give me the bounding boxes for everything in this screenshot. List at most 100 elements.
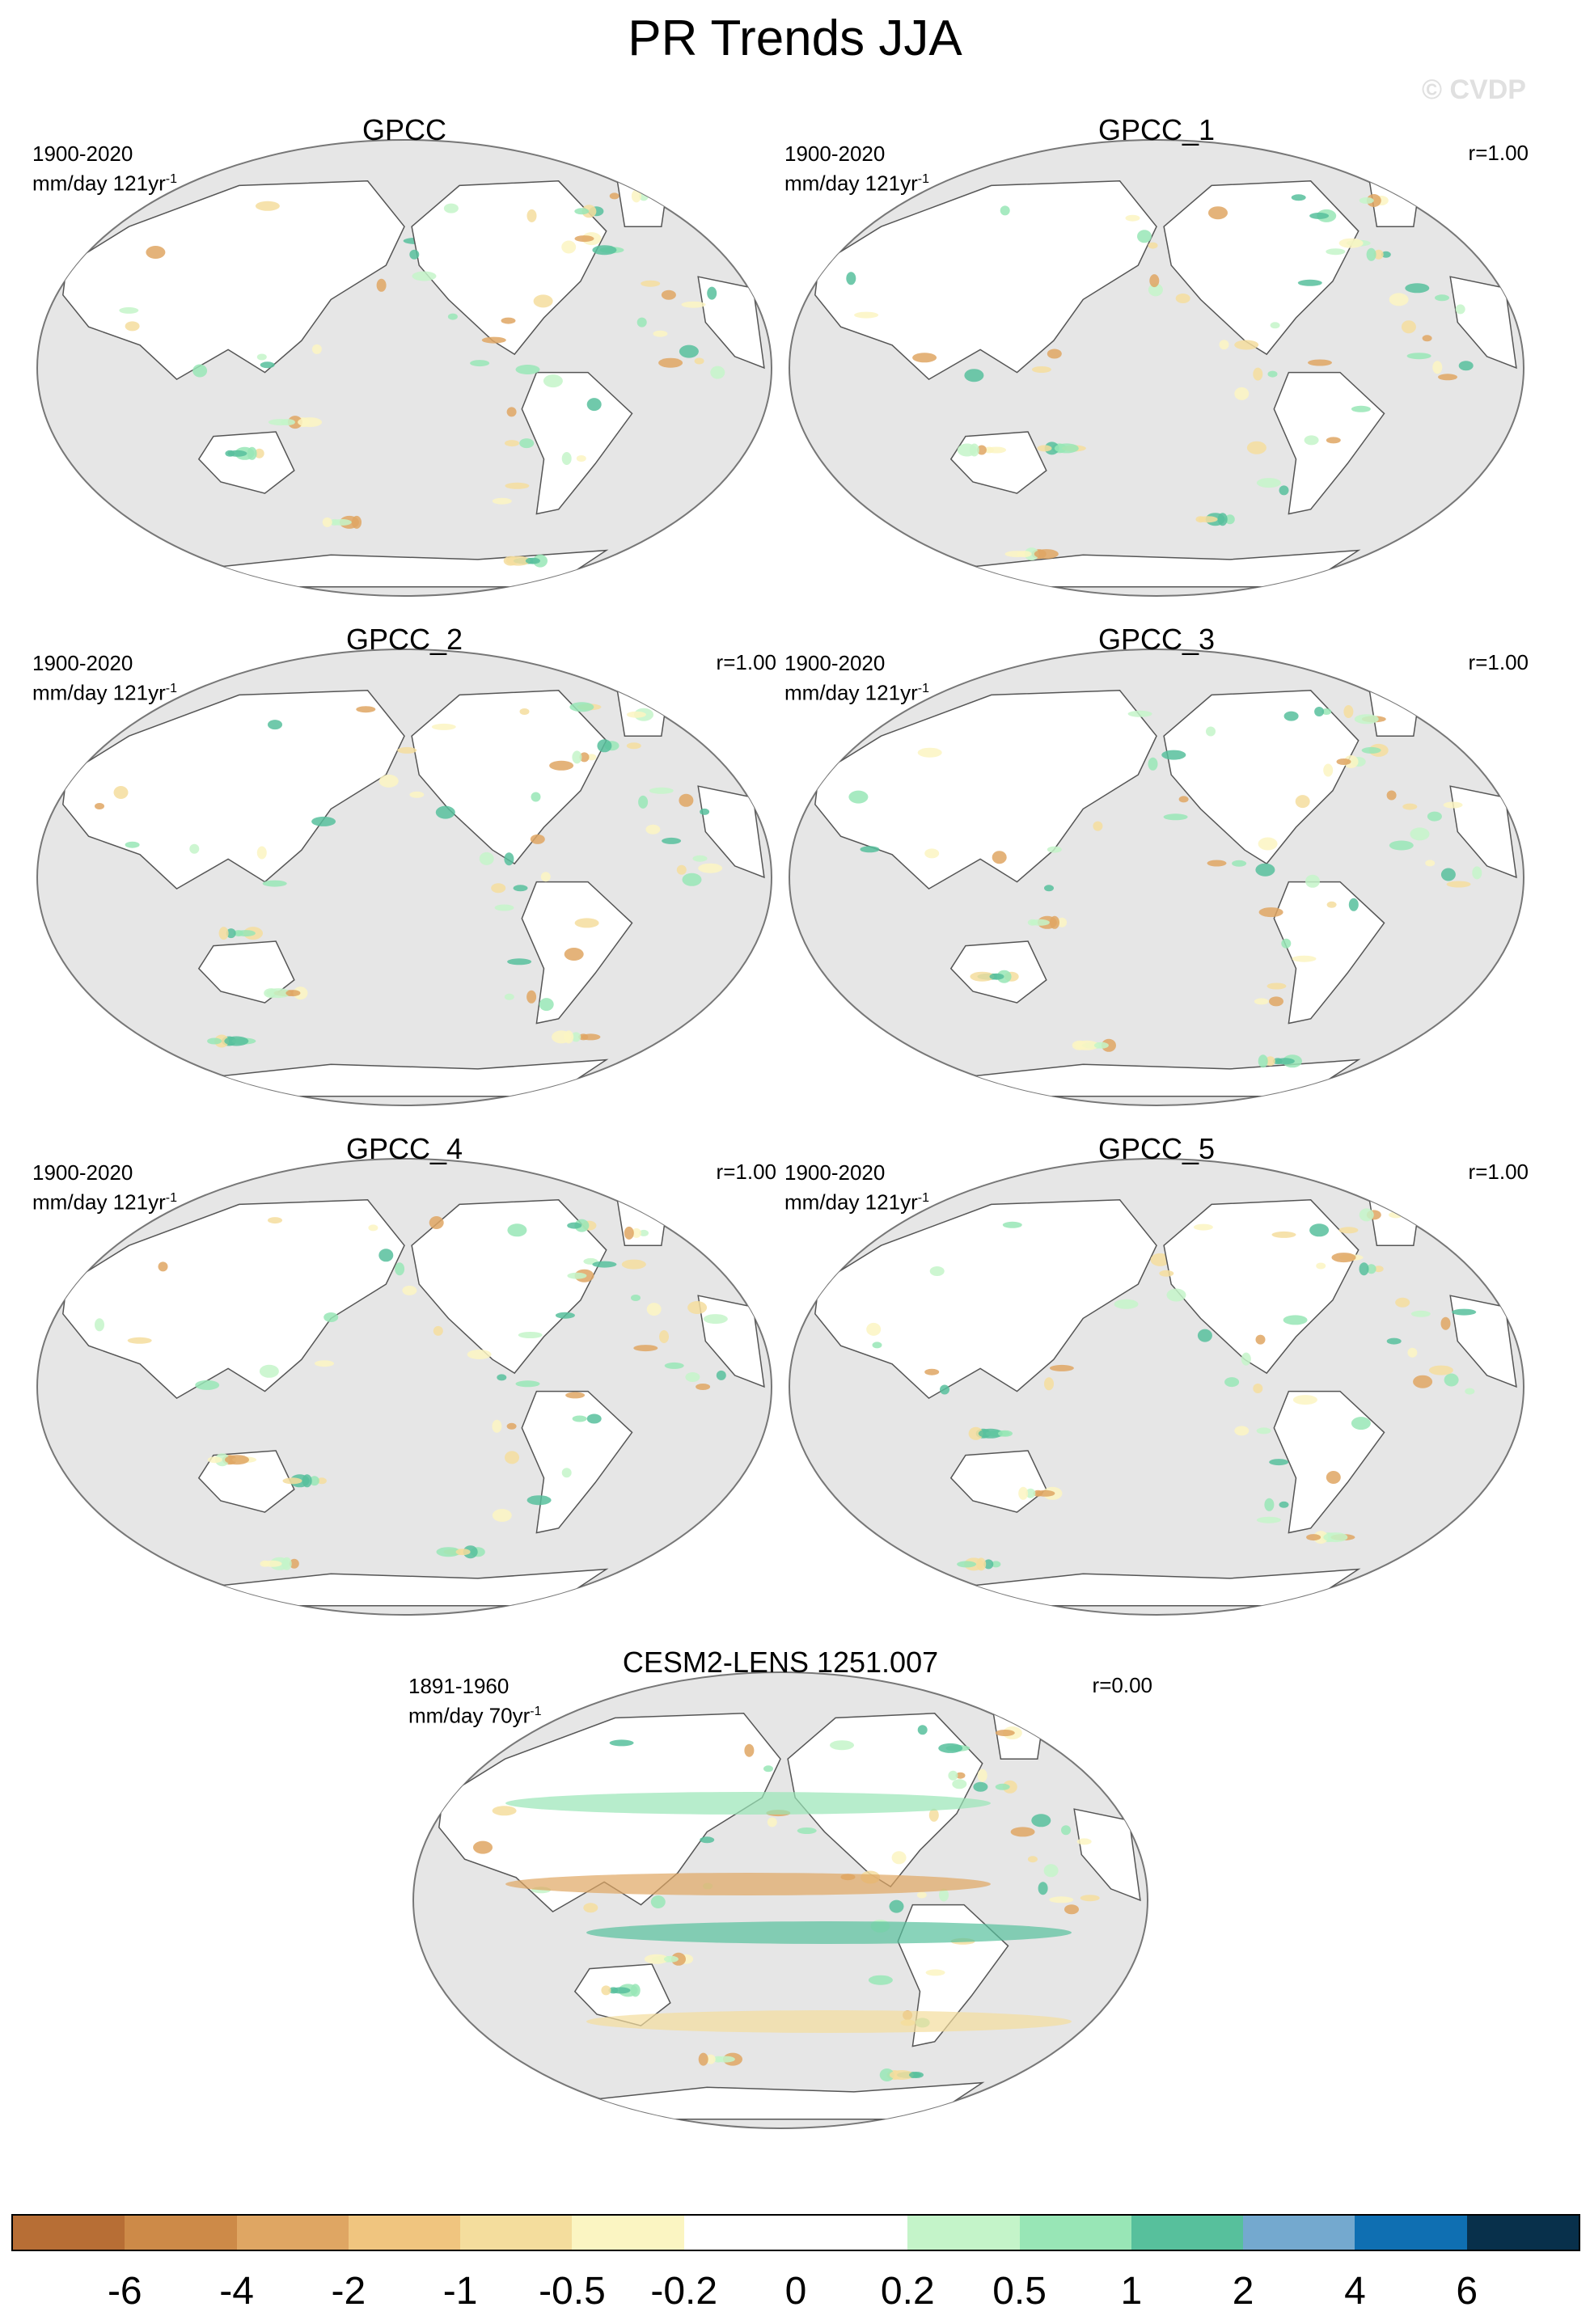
trend-blob	[928, 1808, 939, 1822]
trend-blob	[1389, 840, 1414, 851]
units-text: mm/day 121yr	[32, 1189, 166, 1215]
trend-blob	[507, 1223, 527, 1237]
trend-blob	[1031, 1814, 1051, 1828]
trend-blob	[1076, 1838, 1092, 1845]
trend-blob	[356, 706, 376, 713]
trend-blob	[609, 1739, 634, 1747]
trend-blob	[1061, 1825, 1071, 1836]
trend-blob	[311, 344, 322, 354]
trend-blob	[1361, 746, 1381, 754]
trend-blob	[996, 970, 1012, 983]
trend-blob	[1359, 1208, 1374, 1222]
trend-blob	[1323, 1532, 1348, 1543]
trend-blob	[872, 1342, 882, 1349]
trend-blob	[1050, 915, 1059, 929]
map-svg	[412, 1671, 1148, 2129]
trend-blob	[1395, 1297, 1410, 1308]
trend-blob	[1279, 1501, 1289, 1508]
trend-blob	[214, 1453, 230, 1467]
trend-blob	[917, 1725, 928, 1735]
trend-blob	[964, 369, 984, 382]
trend-blob	[925, 1969, 945, 1976]
trend-blob	[564, 948, 584, 961]
trend-blob	[192, 364, 208, 378]
continent-africa	[697, 276, 765, 370]
trend-blob	[1057, 917, 1068, 927]
trend-blob	[207, 1037, 222, 1045]
trend-blob	[1034, 549, 1059, 560]
panel-info: 1900-2020 mm/day 121yr-1	[32, 141, 177, 196]
trend-blob	[710, 366, 725, 379]
units-text: mm/day 70yr	[408, 1703, 531, 1728]
panel-info: 1891-1960 mm/day 70yr-1	[408, 1673, 542, 1729]
panel-title: GPCC_1	[1097, 113, 1216, 146]
trend-blob	[1197, 1329, 1212, 1342]
trend-blob	[504, 993, 514, 1000]
panel-info: 1900-2020 mm/day 121yr-1	[784, 650, 929, 706]
trend-blob	[207, 1456, 222, 1464]
colorbar-tick-label: -1	[442, 2270, 478, 2313]
trend-blob	[1044, 1377, 1054, 1391]
trend-blob	[912, 353, 937, 363]
trend-blob	[955, 1772, 966, 1779]
trend-blob	[1234, 1426, 1250, 1436]
trend-blob	[224, 1036, 249, 1046]
trend-blob	[492, 1419, 502, 1433]
trend-blob	[235, 930, 256, 937]
trend-blob	[638, 795, 649, 809]
trend-blob	[866, 1322, 882, 1336]
trend-blob	[262, 1560, 282, 1567]
continent-eurasia	[62, 1199, 405, 1400]
trend-blob	[952, 1779, 967, 1789]
trend-blob	[531, 792, 541, 802]
trend-blob	[1389, 1211, 1403, 1219]
trend-blob	[470, 360, 490, 367]
trend-blob	[1351, 1417, 1371, 1430]
trend-blob	[526, 209, 537, 222]
continent-australia	[949, 940, 1047, 1004]
map-panel: GPCC_2 1900-2020 mm/day 121yr-1 r=1.00	[32, 623, 776, 1116]
trend-blob	[705, 2054, 716, 2064]
trend-blob	[1159, 1270, 1174, 1277]
units-text: mm/day 121yr	[784, 680, 918, 705]
trend-blob	[479, 851, 494, 865]
trend-blob	[435, 805, 455, 819]
trend-blob	[976, 1557, 987, 1571]
units-label: mm/day 121yr-1	[32, 167, 177, 196]
trend-blob	[1425, 860, 1436, 867]
trend-blob	[574, 235, 594, 243]
panel-info: 1900-2020 mm/day 121yr-1	[32, 1160, 177, 1215]
figure-title: PR Trends JJA	[628, 11, 962, 66]
trend-blob	[1359, 197, 1374, 204]
trend-blob	[1254, 998, 1269, 1005]
land-layer	[814, 1194, 1517, 1607]
trend-blob	[311, 816, 336, 826]
trend-blob	[1027, 1856, 1038, 1863]
trend-blob	[586, 754, 597, 761]
trend-blob	[225, 1455, 249, 1465]
trend-blob	[506, 1422, 517, 1430]
trend-blob	[1049, 1896, 1074, 1904]
colorbar-tick-label: -0.2	[650, 2270, 718, 2313]
trend-blob	[519, 708, 530, 715]
trend-blob	[572, 750, 582, 764]
trend-blob	[1217, 513, 1228, 526]
trend-blob	[1366, 194, 1381, 207]
ocean-trend-band	[505, 1873, 991, 1895]
trend-blob	[1148, 242, 1158, 249]
trend-blob	[641, 280, 661, 287]
trend-blob	[631, 1227, 641, 1238]
land-layer	[62, 175, 765, 588]
trend-blob	[653, 330, 668, 337]
units-exponent: -1	[165, 1191, 177, 1205]
trend-blob	[567, 1222, 582, 1229]
trend-blob	[227, 450, 247, 457]
trend-blob	[1336, 758, 1351, 765]
trend-blob	[663, 1955, 679, 1963]
trend-blob	[1366, 1264, 1376, 1274]
trend-blob	[1264, 1498, 1275, 1511]
trend-blob	[1351, 405, 1371, 412]
trend-blob	[848, 790, 869, 804]
trend-blob	[583, 1903, 598, 1913]
trend-blob	[1206, 726, 1216, 737]
